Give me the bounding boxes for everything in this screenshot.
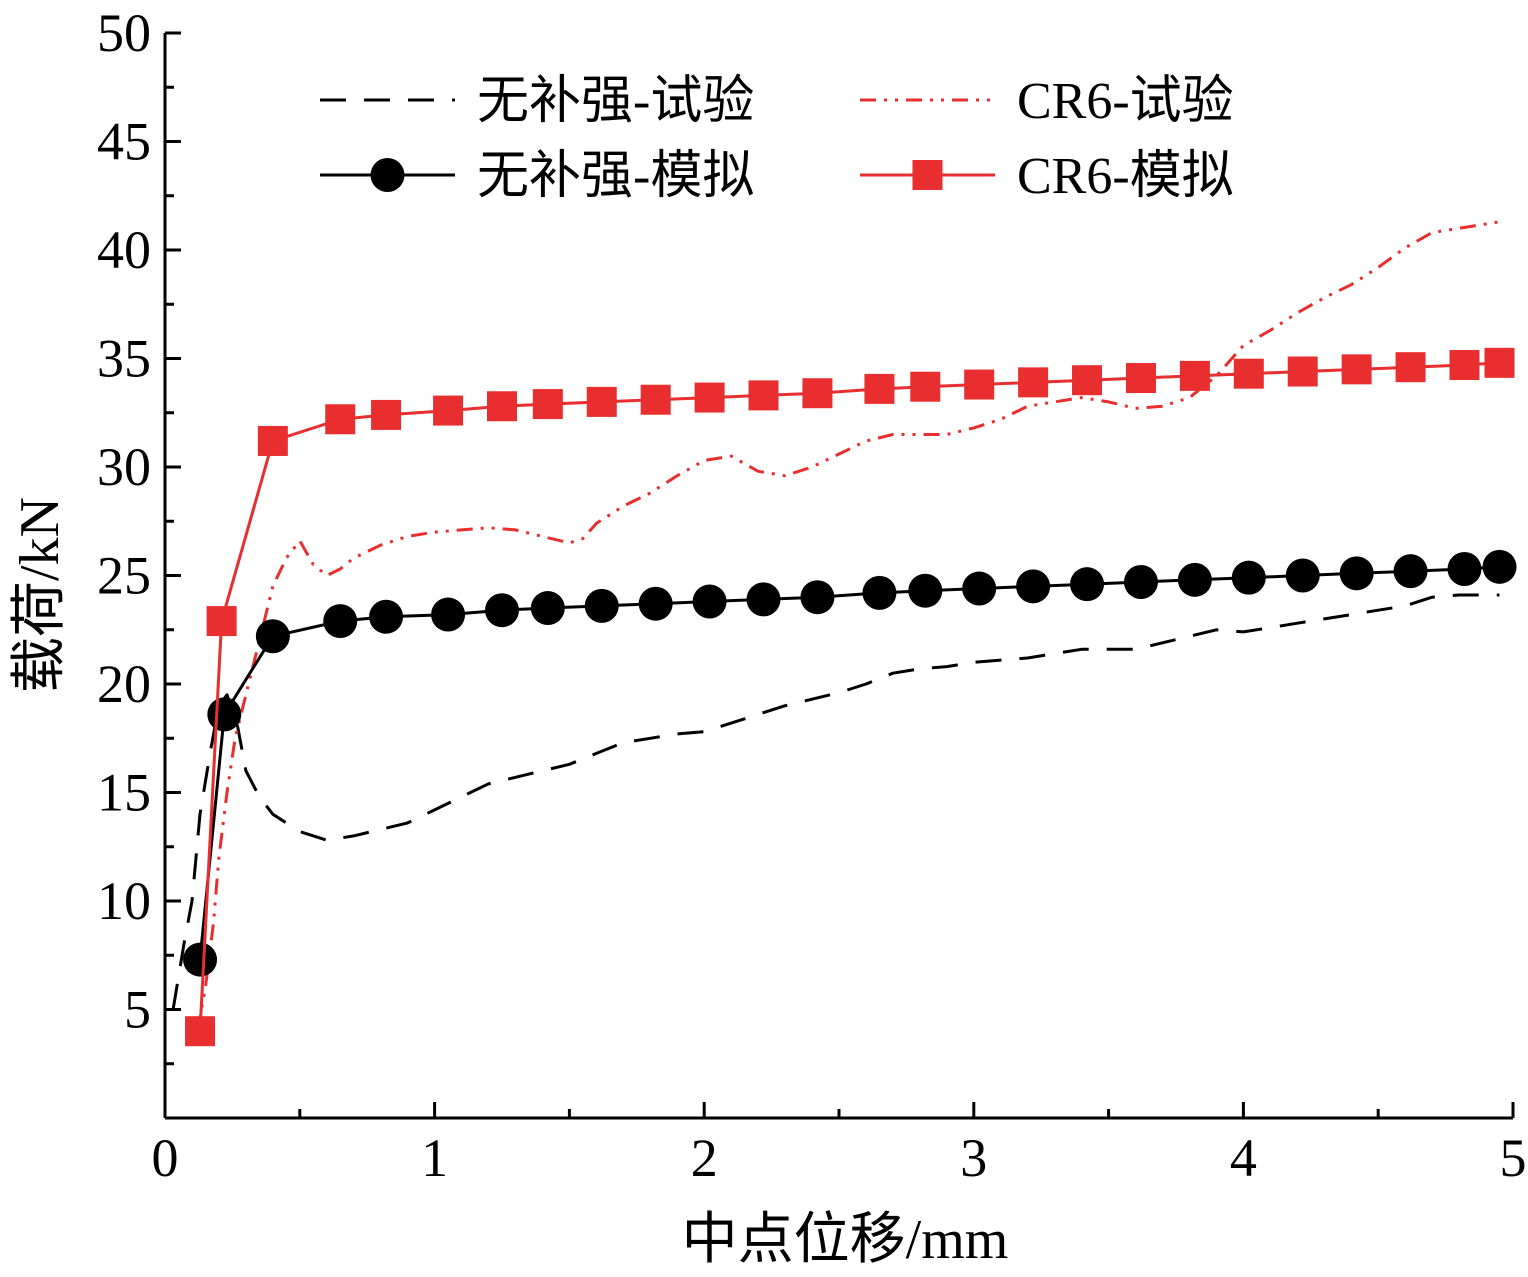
series-3 [183,549,1517,977]
y-tick-label: 45 [97,112,151,172]
data-point [1233,358,1264,389]
legend-label: CR6-模拟 [1017,148,1234,205]
data-point [1016,569,1051,604]
data-point [638,586,673,621]
data-point [1070,567,1105,602]
data-point [1125,363,1156,394]
data-point [257,425,288,456]
data-point [962,571,997,606]
data-point [1285,558,1320,593]
data-point [748,380,779,411]
data-point [694,382,725,413]
data-point [369,599,404,634]
x-axis-label: 中点位移/mm [682,1209,1009,1271]
data-point [1341,354,1372,385]
data-point [1393,554,1428,589]
legend-label: 无补强-模拟 [477,148,754,205]
data-point [584,588,619,623]
data-point [1231,560,1266,595]
series-1 [171,593,1500,1010]
legend-entry: CR6-试验 [860,73,1234,130]
data-point [325,404,356,435]
data-point [692,584,727,619]
series-line [195,220,1500,1032]
legend-entry: 无补强-试验 [320,73,754,130]
data-point [255,619,290,654]
y-tick-label: 25 [97,546,151,606]
x-tick-label: 5 [1500,1128,1527,1188]
legend-entry: CR6-模拟 [860,148,1234,205]
data-point [1179,360,1210,391]
y-tick-label: 40 [97,220,151,280]
x-tick-label: 1 [421,1128,448,1188]
data-point [323,604,358,639]
data-point [532,389,563,420]
x-tick-label: 0 [152,1128,179,1188]
data-point [800,580,835,615]
data-point [862,575,897,610]
data-point [183,942,218,977]
legend-entry: 无补强-模拟 [320,148,754,205]
data-point [530,591,565,626]
series-2 [195,220,1500,1032]
y-axis-label: 载荷/kN [9,497,71,693]
y-tick-label: 35 [97,329,151,389]
data-point [371,399,402,430]
data-point [185,1016,216,1047]
series-4 [185,347,1515,1047]
y-tick-label: 5 [124,980,151,1040]
series-line [198,361,1500,1032]
data-point [431,597,466,632]
y-tick-label: 10 [97,871,151,931]
data-point [864,373,895,404]
series-layer [171,220,1517,1047]
data-point [746,582,781,617]
data-point [1123,565,1158,600]
data-point [207,697,242,732]
y-tick-label: 30 [97,437,151,497]
y-tick-label: 15 [97,763,151,823]
data-point [910,371,941,402]
data-point [206,606,237,637]
legend-marker [370,158,405,192]
data-point [802,378,833,409]
data-point [1484,347,1515,378]
x-tick-label: 2 [691,1128,718,1188]
data-point [586,386,617,417]
x-tick-label: 4 [1230,1128,1257,1188]
data-point [640,384,671,415]
data-point [1482,549,1517,584]
legend-label: CR6-试验 [1017,73,1234,130]
data-point [1177,562,1212,597]
data-point [487,391,517,422]
data-point [1287,356,1318,387]
data-point [1449,350,1480,381]
y-tick-label: 50 [97,3,151,63]
data-point [908,573,943,608]
y-tick-label: 20 [97,654,151,714]
data-point [964,369,995,400]
data-point [1395,352,1426,383]
data-point [1072,365,1103,396]
data-point [1339,556,1374,591]
data-point [433,395,464,426]
legend-marker [912,160,943,190]
data-point [1447,551,1482,586]
legend-label: 无补强-试验 [477,73,754,130]
data-point [1018,367,1049,398]
data-point [485,593,519,628]
x-tick-label: 3 [960,1128,987,1188]
series-line [171,593,1500,1010]
